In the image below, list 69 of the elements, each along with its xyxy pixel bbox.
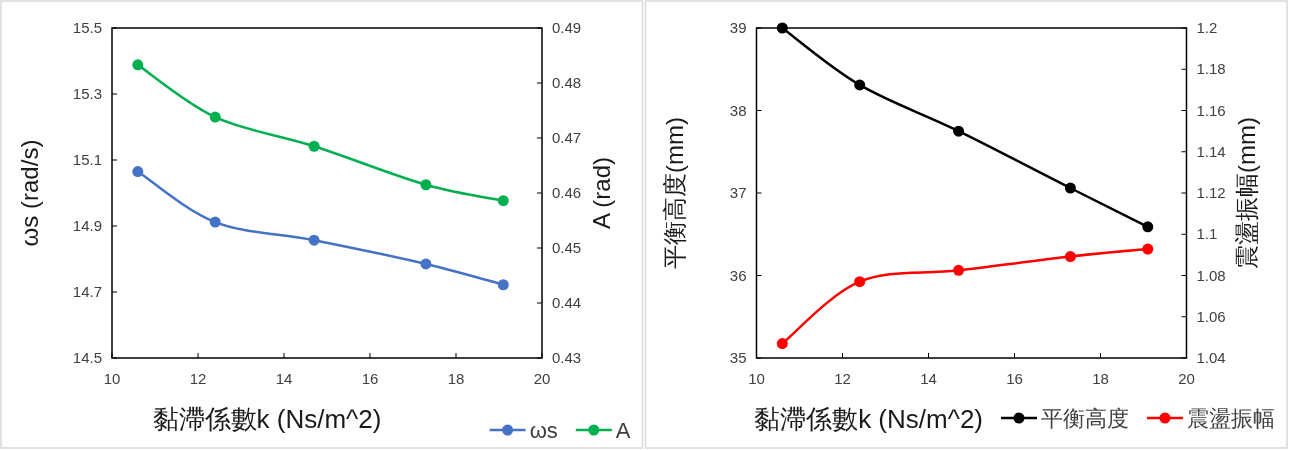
y-tick-label: 15.5: [72, 19, 102, 36]
point: [1064, 182, 1076, 194]
y2-tick-label: 1.08: [1196, 266, 1226, 284]
y2-tick-label: 1.2: [1196, 19, 1218, 36]
y2-tick-label: 1.18: [1196, 60, 1226, 78]
y2-tick-label: 0.49: [552, 19, 582, 36]
x-tick-label: 12: [189, 370, 207, 387]
y-tick-label: 14.7: [72, 283, 102, 300]
point: [854, 79, 866, 91]
y2-tick-label: 0.43: [552, 349, 582, 366]
point: [1064, 251, 1076, 263]
y-axis-title: ωs (rad/s): [16, 139, 43, 247]
legend-label: 平衡高度: [1041, 406, 1129, 431]
point: [854, 276, 866, 288]
point: [776, 338, 788, 350]
point: [953, 264, 965, 276]
point: [132, 59, 144, 71]
point: [953, 125, 965, 137]
y-tick-label: 38: [729, 101, 747, 119]
y2-tick-label: 1.12: [1196, 184, 1226, 201]
point: [209, 216, 221, 228]
x-tick-label: 10: [748, 370, 765, 387]
y2-tick-label: 0.46: [552, 184, 582, 201]
x-axis-title: 黏滯係數k (Ns/m^2): [754, 404, 983, 434]
x-tick-label: 14: [920, 370, 937, 387]
x-tick-label: 12: [834, 370, 851, 387]
y-tick-label: 35: [729, 349, 747, 366]
y2-tick-label: 1.1: [1196, 225, 1218, 243]
point: [420, 258, 432, 270]
x-tick-label: 20: [533, 370, 551, 387]
y2-tick-label: 0.45: [552, 239, 582, 256]
point: [308, 140, 320, 152]
y-tick-label: 15.1: [72, 151, 102, 168]
x-axis-title: 黏滯係數k (Ns/m^2): [152, 404, 382, 434]
point: [308, 234, 320, 246]
x-tick-label: 20: [1178, 370, 1195, 387]
y2-tick-label: 0.48: [552, 74, 582, 91]
x-tick-label: 18: [447, 370, 465, 387]
point: [1142, 243, 1154, 255]
x-tick-label: 14: [275, 370, 293, 387]
y2-tick-label: 1.06: [1196, 307, 1226, 325]
y-tick-label: 14.5: [72, 349, 102, 366]
point: [420, 179, 432, 191]
x-tick-label: 16: [1006, 370, 1023, 387]
y2-tick-label: 0.47: [552, 129, 582, 146]
x-tick-label: 16: [361, 370, 379, 387]
y2-tick-label: 1.14: [1196, 142, 1226, 160]
y-tick-label: 36: [729, 266, 747, 284]
y-tick-label: 14.9: [72, 217, 102, 234]
legend-label: 震盪振幅: [1187, 406, 1275, 431]
y-tick-label: 15.3: [72, 85, 102, 102]
legend-label: ωs: [529, 418, 558, 443]
y-tick-label: 37: [729, 184, 747, 201]
point: [497, 195, 509, 207]
point: [1142, 221, 1154, 233]
point: [132, 166, 144, 178]
y2-tick-label: 0.44: [552, 294, 582, 311]
y-axis-title: 平衡高度(mm): [660, 117, 688, 269]
y2-axis-title: 震盪振幅(mm): [1232, 117, 1260, 269]
y2-tick-label: 1.04: [1196, 349, 1226, 366]
point: [497, 279, 509, 291]
legend-label: A: [615, 418, 631, 443]
y-tick-label: 39: [729, 19, 747, 36]
x-tick-label: 18: [1092, 370, 1109, 387]
x-tick-label: 10: [103, 370, 121, 387]
y2-axis-title: A (rad): [588, 156, 615, 230]
point: [209, 111, 221, 123]
y2-tick-label: 1.16: [1196, 101, 1226, 119]
point: [776, 22, 788, 34]
